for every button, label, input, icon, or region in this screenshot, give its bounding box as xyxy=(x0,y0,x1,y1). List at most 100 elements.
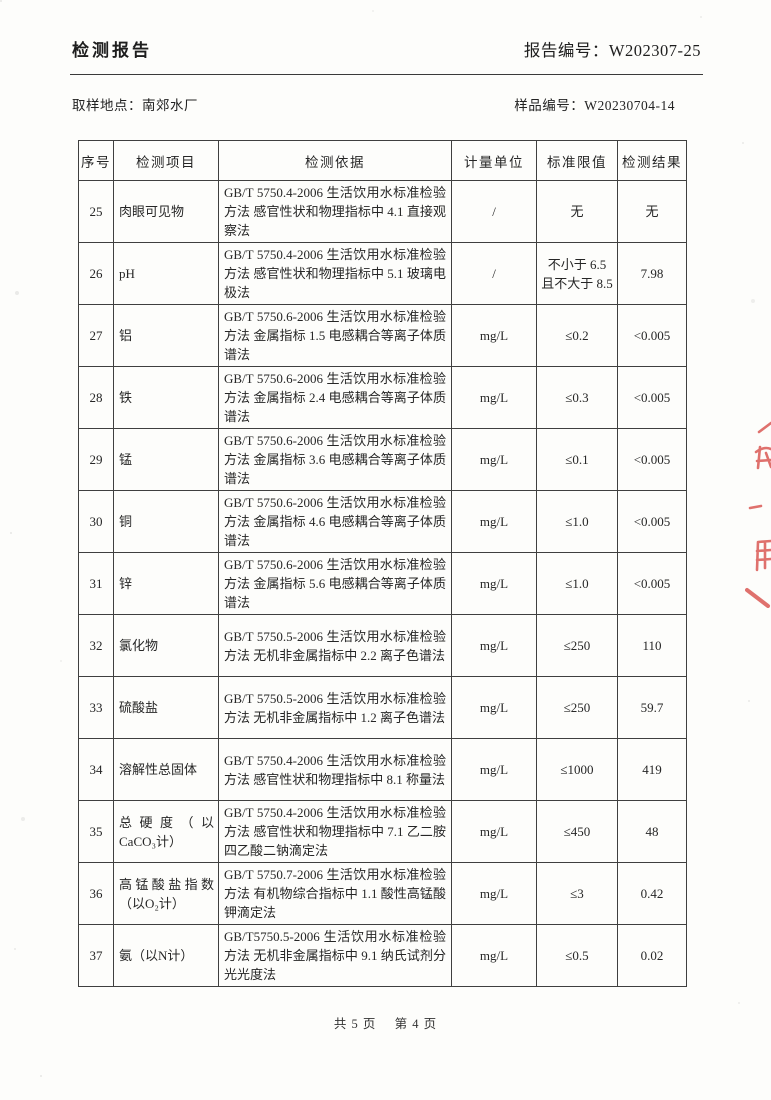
cell-limit: ≤0.5 xyxy=(536,924,618,987)
cell-basis: GB/T 5750.6-2006 生活饮用水标准检验方法 金属指标 1.5 电感… xyxy=(218,304,452,367)
cell-no: 32 xyxy=(78,614,114,677)
results-table: 序号 检测项目 检测依据 计量单位 标准限值 检测结果 25 肉眼可见物 GB/T 5750.… xyxy=(78,140,687,987)
cell-limit: ≤1.0 xyxy=(536,490,618,553)
cell-result: <0.005 xyxy=(617,490,687,553)
cell-basis: GB/T 5750.4-2006 生活饮用水标准检验方法 感官性状和物理指标中 … xyxy=(218,242,452,305)
table-row: 25 肉眼可见物 GB/T 5750.4-2006 生活饮用水标准检验方法 感官性状… xyxy=(78,180,687,243)
cell-unit: mg/L xyxy=(451,304,537,367)
cell-result: 7.98 xyxy=(617,242,687,305)
sample-number: 样品编号：W20230704-14 xyxy=(514,94,675,114)
cell-item: pH xyxy=(113,242,219,305)
cell-item: 总硬度（以CaCO₃计） xyxy=(113,800,219,863)
cell-no: 31 xyxy=(78,552,114,615)
scan-noise xyxy=(0,0,2,2)
cell-no: 33 xyxy=(78,676,114,739)
table-row: 27 铝 GB/T 5750.6-2006 生活饮用水标准检验方法 金属指标 1.5… xyxy=(78,304,687,367)
cell-item: 硫酸盐 xyxy=(113,676,219,739)
cell-unit: mg/L xyxy=(451,862,537,925)
cell-item: 氨（以N计） xyxy=(113,924,219,987)
cell-item: 铜 xyxy=(113,490,219,553)
cell-limit: ≤1.0 xyxy=(536,552,618,615)
cell-result: 0.42 xyxy=(617,862,687,925)
sampling-location: 取样地点：南郊水厂 xyxy=(72,94,198,114)
cell-result: 59.7 xyxy=(617,676,687,739)
cell-limit: ≤3 xyxy=(536,862,618,925)
cell-item: 铝 xyxy=(113,304,219,367)
sampling-location-value: 南郊水厂 xyxy=(142,98,198,113)
column-header: 检测依据 xyxy=(218,140,452,181)
cell-no: 37 xyxy=(78,924,114,987)
page-footer: 共 5 页 第 4 页 xyxy=(0,1013,771,1032)
table-row: 26 pH GB/T 5750.4-2006 生活饮用水标准检验方法 感官性状和物理… xyxy=(78,242,687,305)
report-number: 报告编号：W202307-25 xyxy=(524,37,701,61)
cell-limit: ≤0.2 xyxy=(536,304,618,367)
total-pages: 共 5 页 xyxy=(333,1017,377,1031)
cell-no: 35 xyxy=(78,800,114,863)
cell-basis: GB/T 5750.6-2006 生活饮用水标准检验方法 金属指标 4.6 电感… xyxy=(218,490,452,553)
cell-basis: GB/T 5750.6-2006 生活饮用水标准检验方法 金属指标 2.4 电感… xyxy=(218,366,452,429)
current-page: 第 4 页 xyxy=(394,1017,438,1031)
column-header: 检测结果 xyxy=(617,140,687,181)
cell-limit: ≤1000 xyxy=(536,738,618,801)
cell-unit: / xyxy=(451,180,537,243)
cell-limit: ≤0.3 xyxy=(536,366,618,429)
table-row: 37 氨（以N计） GB/T5750.5-2006 生活饮用水标准检验方法 无机非金… xyxy=(78,924,687,987)
table-row: 28 铁 GB/T 5750.6-2006 生活饮用水标准检验方法 金属指标 2.4… xyxy=(78,366,687,429)
cell-result: 48 xyxy=(617,800,687,863)
sample-number-value: W20230704-14 xyxy=(584,98,675,113)
cell-unit: mg/L xyxy=(451,924,537,987)
cell-unit: mg/L xyxy=(451,366,537,429)
cell-basis: GB/T 5750.7-2006 生活饮用水标准检验方法 有机物综合指标中 1.… xyxy=(218,862,452,925)
table-row: 33 硫酸盐 GB/T 5750.5-2006 生活饮用水标准检验方法 无机非金属指… xyxy=(78,676,687,739)
cell-unit: mg/L xyxy=(451,428,537,491)
cell-unit: mg/L xyxy=(451,614,537,677)
column-header: 序号 xyxy=(78,140,114,181)
cell-result: 419 xyxy=(617,738,687,801)
cell-limit: 不小于 6.5 且不大于 8.5 xyxy=(536,242,618,305)
cell-item: 溶解性总固体 xyxy=(113,738,219,801)
cell-no: 28 xyxy=(78,366,114,429)
cell-limit: ≤0.1 xyxy=(536,428,618,491)
cell-item: 高锰酸盐指数（以O₂计） xyxy=(113,862,219,925)
table-row: 31 锌 GB/T 5750.6-2006 生活饮用水标准检验方法 金属指标 5.6… xyxy=(78,552,687,615)
cell-item: 氯化物 xyxy=(113,614,219,677)
report-number-label: 报告编号： xyxy=(523,41,609,60)
cell-basis: GB/T 5750.4-2006 生活饮用水标准检验方法 感官性状和物理指标中 … xyxy=(218,800,452,863)
results-table-body: 25 肉眼可见物 GB/T 5750.4-2006 生活饮用水标准检验方法 感官性状… xyxy=(78,180,687,987)
table-row: 34 溶解性总固体 GB/T 5750.4-2006 生活饮用水标准检验方法 感官性… xyxy=(78,738,687,801)
cell-item: 铁 xyxy=(113,366,219,429)
table-header-row: 序号 检测项目 检测依据 计量单位 标准限值 检测结果 xyxy=(78,140,687,181)
cell-basis: GB/T5750.5-2006 生活饮用水标准检验方法 无机非金属指标中 9.1… xyxy=(218,924,452,987)
column-header: 检测项目 xyxy=(113,140,219,181)
cell-unit: / xyxy=(451,242,537,305)
cell-limit: ≤250 xyxy=(536,614,618,677)
cell-limit: 无 xyxy=(536,180,618,243)
cell-no: 29 xyxy=(78,428,114,491)
cell-basis: GB/T 5750.6-2006 生活饮用水标准检验方法 金属指标 5.6 电感… xyxy=(218,552,452,615)
table-row: 30 铜 GB/T 5750.6-2006 生活饮用水标准检验方法 金属指标 4.6… xyxy=(78,490,687,553)
column-header: 计量单位 xyxy=(451,140,537,181)
cell-result: 无 xyxy=(617,180,687,243)
cell-basis: GB/T 5750.5-2006 生活饮用水标准检验方法 无机非金属指标中 1.… xyxy=(218,676,452,739)
cell-limit: ≤450 xyxy=(536,800,618,863)
cell-limit: ≤250 xyxy=(536,676,618,739)
document-header: 检测报告 报告编号：W202307-25 xyxy=(72,36,701,61)
cell-item: 肉眼可见物 xyxy=(113,180,219,243)
cell-unit: mg/L xyxy=(451,800,537,863)
page-title: 检测报告 xyxy=(72,41,152,60)
cell-no: 30 xyxy=(78,490,114,553)
cell-result: <0.005 xyxy=(617,428,687,491)
table-row: 29 锰 GB/T 5750.6-2006 生活饮用水标准检验方法 金属指标 3.6… xyxy=(78,428,687,491)
cell-item: 锰 xyxy=(113,428,219,491)
cell-result: 110 xyxy=(617,614,687,677)
cell-no: 26 xyxy=(78,242,114,305)
column-header: 标准限值 xyxy=(536,140,618,181)
cell-basis: GB/T 5750.5-2006 生活饮用水标准检验方法 无机非金属指标中 2.… xyxy=(218,614,452,677)
cell-no: 36 xyxy=(78,862,114,925)
cell-no: 25 xyxy=(78,180,114,243)
cell-unit: mg/L xyxy=(451,490,537,553)
red-seal-fragment-icon xyxy=(737,420,771,632)
cell-basis: GB/T 5750.4-2006 生活饮用水标准检验方法 感官性状和物理指标中 … xyxy=(218,180,452,243)
cell-result: 0.02 xyxy=(617,924,687,987)
header-divider xyxy=(70,74,703,75)
